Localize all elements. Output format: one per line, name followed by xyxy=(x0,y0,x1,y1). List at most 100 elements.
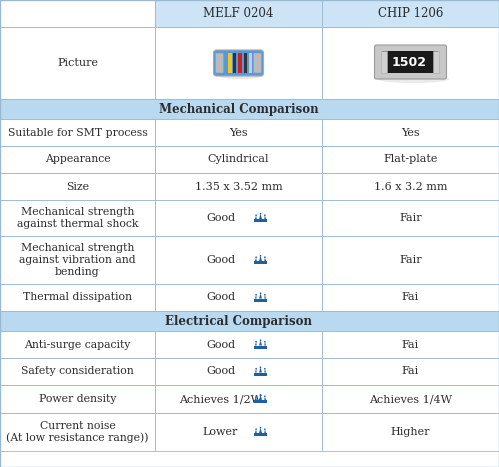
Circle shape xyxy=(255,428,257,430)
Bar xyxy=(155,284,322,311)
Circle shape xyxy=(264,256,265,258)
Polygon shape xyxy=(259,395,262,400)
Polygon shape xyxy=(264,369,266,373)
Polygon shape xyxy=(264,215,266,219)
Polygon shape xyxy=(259,214,262,219)
Bar xyxy=(0,99,499,119)
Bar xyxy=(0,385,155,413)
Bar xyxy=(254,400,266,403)
Bar xyxy=(245,53,248,73)
Bar xyxy=(322,119,499,146)
Circle shape xyxy=(255,368,257,369)
Text: Good: Good xyxy=(206,340,235,349)
Circle shape xyxy=(259,340,261,341)
Bar xyxy=(155,200,322,236)
Circle shape xyxy=(255,396,257,397)
Bar xyxy=(155,0,322,27)
Text: Size: Size xyxy=(66,182,89,191)
Polygon shape xyxy=(255,342,256,346)
Text: MELF 0204: MELF 0204 xyxy=(203,7,273,20)
Circle shape xyxy=(255,256,257,258)
Polygon shape xyxy=(259,293,262,298)
FancyBboxPatch shape xyxy=(216,53,224,73)
Text: Power density: Power density xyxy=(39,394,116,404)
Bar xyxy=(155,331,322,358)
Bar xyxy=(322,284,499,311)
Bar xyxy=(155,27,322,99)
Text: Cylindrical: Cylindrical xyxy=(208,155,269,164)
Text: Appearance: Appearance xyxy=(45,155,110,164)
Bar xyxy=(239,53,243,73)
Polygon shape xyxy=(259,340,262,346)
Text: Suitable for SMT process: Suitable for SMT process xyxy=(7,127,147,137)
Text: Yes: Yes xyxy=(401,127,420,137)
Bar xyxy=(155,173,322,200)
Circle shape xyxy=(259,213,261,214)
Text: Mechanical Comparison: Mechanical Comparison xyxy=(159,102,318,115)
Bar xyxy=(155,236,322,284)
Bar xyxy=(322,146,499,173)
Bar xyxy=(322,413,499,451)
Bar xyxy=(155,413,322,451)
Polygon shape xyxy=(264,342,266,346)
Bar xyxy=(434,51,440,73)
Text: 1.6 x 3.2 mm: 1.6 x 3.2 mm xyxy=(374,182,447,191)
Text: 1.35 x 3.52 mm: 1.35 x 3.52 mm xyxy=(195,182,282,191)
Bar xyxy=(0,200,155,236)
Circle shape xyxy=(259,255,261,256)
Circle shape xyxy=(264,294,265,296)
Circle shape xyxy=(255,294,257,296)
Bar xyxy=(0,146,155,173)
Bar xyxy=(322,236,499,284)
Circle shape xyxy=(259,427,261,429)
Circle shape xyxy=(259,394,261,396)
FancyBboxPatch shape xyxy=(375,45,447,79)
Text: Mechanical strength
against thermal shock: Mechanical strength against thermal shoc… xyxy=(17,207,138,229)
Bar xyxy=(254,433,266,436)
Text: Mechanical strength
against vibration and
bending: Mechanical strength against vibration an… xyxy=(19,243,136,276)
Bar xyxy=(322,331,499,358)
Bar xyxy=(322,358,499,385)
Bar xyxy=(254,261,266,264)
Polygon shape xyxy=(255,295,256,298)
Circle shape xyxy=(259,292,261,294)
Circle shape xyxy=(264,341,265,342)
Polygon shape xyxy=(259,428,262,433)
Bar xyxy=(254,219,266,222)
Bar xyxy=(234,53,237,73)
Circle shape xyxy=(255,341,257,342)
Bar xyxy=(155,385,322,413)
Text: Safety consideration: Safety consideration xyxy=(21,367,134,376)
Bar xyxy=(155,146,322,173)
Circle shape xyxy=(264,396,265,397)
Bar xyxy=(0,236,155,284)
Text: Achieves 1/2W: Achieves 1/2W xyxy=(179,394,262,404)
Bar xyxy=(0,311,499,331)
Text: Thermal dissipation: Thermal dissipation xyxy=(23,292,132,303)
Bar xyxy=(0,358,155,385)
Bar xyxy=(0,413,155,451)
Polygon shape xyxy=(255,369,256,373)
Circle shape xyxy=(264,428,265,430)
Bar xyxy=(322,0,499,27)
Text: Higher: Higher xyxy=(391,427,430,437)
Bar xyxy=(250,53,252,73)
Bar xyxy=(229,53,233,73)
Text: Fai: Fai xyxy=(402,367,419,376)
Text: Lower: Lower xyxy=(203,427,238,437)
Polygon shape xyxy=(264,257,266,261)
Polygon shape xyxy=(264,429,266,433)
Text: Anti-surge capacity: Anti-surge capacity xyxy=(24,340,131,349)
Polygon shape xyxy=(255,429,256,433)
Text: Fair: Fair xyxy=(399,255,422,265)
FancyBboxPatch shape xyxy=(253,53,261,73)
Text: Fai: Fai xyxy=(402,292,419,303)
Bar xyxy=(0,331,155,358)
Bar xyxy=(0,173,155,200)
Polygon shape xyxy=(255,257,256,261)
Text: Flat-plate: Flat-plate xyxy=(383,155,438,164)
Bar xyxy=(322,200,499,236)
Text: Fai: Fai xyxy=(402,340,419,349)
Text: Picture: Picture xyxy=(57,58,98,68)
Text: Good: Good xyxy=(206,213,235,223)
